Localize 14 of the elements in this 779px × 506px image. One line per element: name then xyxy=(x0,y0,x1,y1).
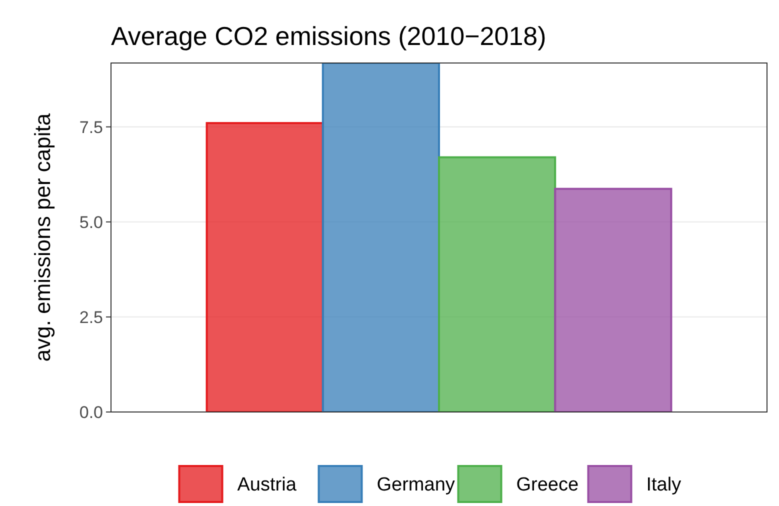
bar xyxy=(206,122,324,412)
chart-title: Average CO2 emissions (2010−2018) xyxy=(111,21,546,51)
bar xyxy=(438,156,556,412)
y-tick-label: 2.5 xyxy=(79,308,103,327)
bar xyxy=(554,188,672,412)
legend-label: Austria xyxy=(237,474,297,496)
legend-label: Greece xyxy=(516,474,579,496)
y-tick-label: 7.5 xyxy=(79,118,103,137)
bar xyxy=(322,63,440,412)
legend-label: Germany xyxy=(376,474,456,496)
y-tick-label: 0.0 xyxy=(79,402,103,422)
y-tick-label: 5.0 xyxy=(79,212,103,232)
legend-label: Italy xyxy=(646,474,682,496)
y-axis-title: avg. emissions per capita xyxy=(30,112,55,362)
